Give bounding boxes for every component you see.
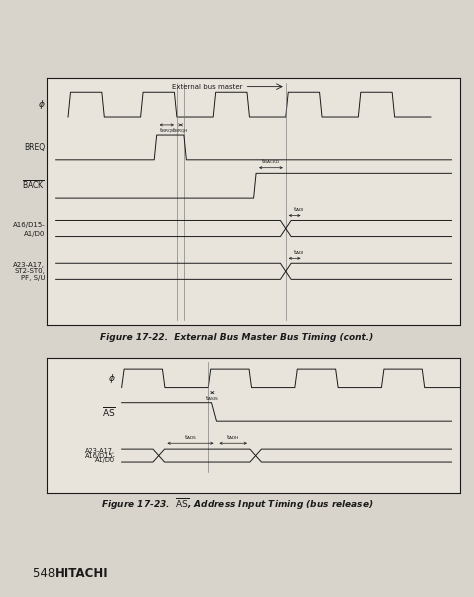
Text: A23-A17,: A23-A17,: [13, 262, 46, 268]
Text: $\phi$: $\phi$: [108, 372, 116, 385]
Text: t$_{\rm ASIS}$: t$_{\rm ASIS}$: [205, 394, 219, 403]
Text: A1/D0: A1/D0: [24, 231, 46, 237]
Text: $\phi$: $\phi$: [38, 98, 46, 111]
Text: t$_{\rm BACKD}$: t$_{\rm BACKD}$: [261, 157, 281, 166]
Text: Figure 17-22.  External Bus Master Bus Timing (cont.): Figure 17-22. External Bus Master Bus Ti…: [100, 333, 374, 342]
Text: ST2-ST0,: ST2-ST0,: [15, 268, 46, 274]
Text: External bus master: External bus master: [172, 84, 243, 90]
Text: t$_{\rm ADI}$: t$_{\rm ADI}$: [293, 205, 305, 214]
Text: HITACHI: HITACHI: [55, 567, 108, 580]
Text: $\overline{\rm AS}$: $\overline{\rm AS}$: [101, 405, 116, 419]
Text: Figure 17-23.  $\overline{\rm AS}$, Address Input Timing (bus release): Figure 17-23. $\overline{\rm AS}$, Addre…: [100, 497, 374, 512]
Text: A16/D15-: A16/D15-: [84, 453, 116, 458]
Text: BREQ: BREQ: [24, 143, 46, 152]
Text: t$_{\rm ADH}$: t$_{\rm ADH}$: [227, 433, 240, 442]
Text: t$_{\rm ADS}$: t$_{\rm ADS}$: [184, 433, 197, 442]
Text: t$_{\rm BRQS}$: t$_{\rm BRQS}$: [158, 127, 175, 136]
Text: A23-A17,: A23-A17,: [85, 448, 116, 454]
Text: A16/D15-: A16/D15-: [13, 222, 46, 228]
Text: t$_{\rm ADI}$: t$_{\rm ADI}$: [293, 248, 305, 257]
Text: A1/D0: A1/D0: [95, 457, 116, 463]
Text: t$_{\rm BRQH}$: t$_{\rm BRQH}$: [172, 127, 189, 136]
Text: PF, S/U: PF, S/U: [21, 275, 46, 281]
Text: 548: 548: [33, 567, 59, 580]
Text: $\overline{\rm BACK}$: $\overline{\rm BACK}$: [22, 180, 46, 192]
